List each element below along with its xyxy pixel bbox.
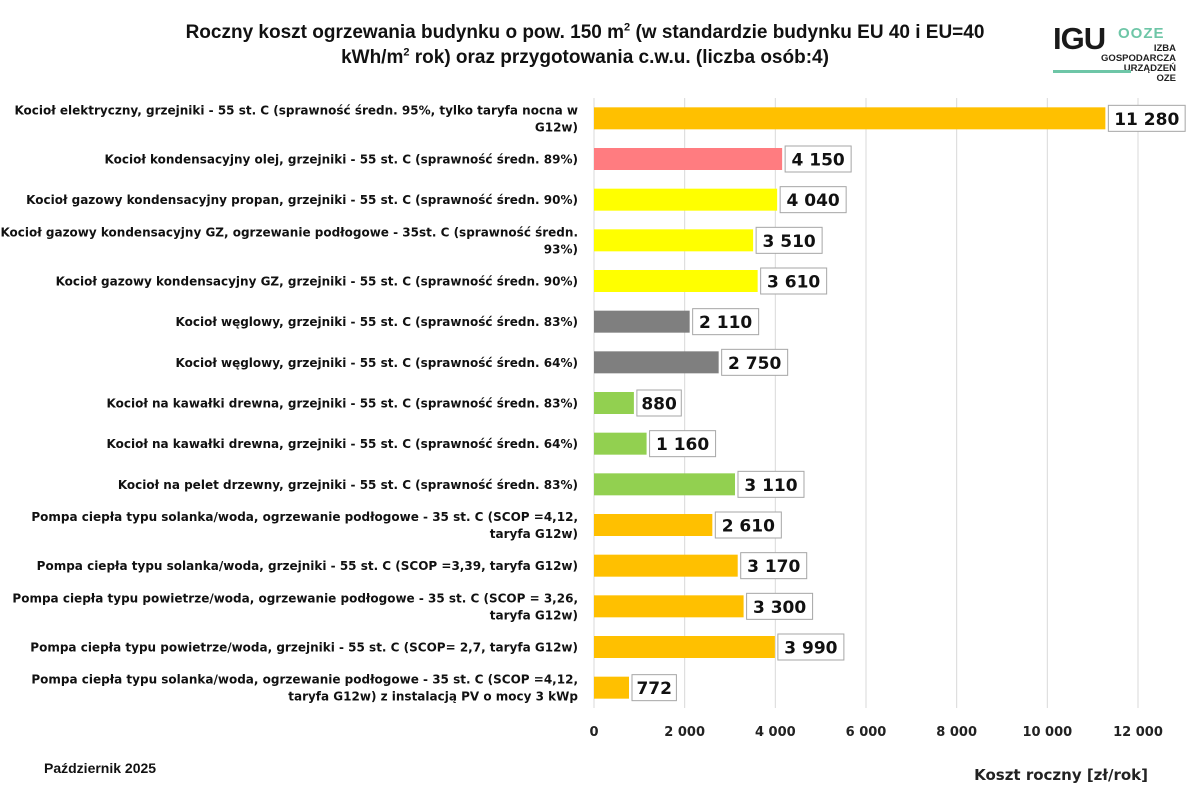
category-label: Pompa ciepła typu solanka/woda, ogrzewan…	[31, 510, 578, 524]
bar	[594, 188, 778, 211]
logo-main-text: IGU	[1053, 21, 1106, 56]
x-tick-label: 10 000	[1022, 725, 1072, 740]
logo-accent-text: OOZE	[1118, 25, 1165, 42]
category-label: Pompa ciepła typu powietrze/woda, ogrzew…	[12, 591, 578, 605]
category-label: Pompa ciepła typu solanka/woda, grzejnik…	[37, 559, 578, 573]
data-label-box	[1107, 104, 1186, 132]
logo-rule	[1053, 70, 1131, 73]
data-label: 2 750	[728, 354, 781, 374]
data-label-box	[721, 348, 789, 376]
bar	[594, 270, 758, 292]
bar	[594, 392, 634, 414]
category-label: taryfa G12w)	[490, 608, 578, 622]
data-label-box	[760, 267, 828, 295]
bar	[594, 148, 783, 170]
data-label-box	[779, 186, 847, 214]
x-tick-label: 4 000	[755, 725, 796, 740]
category-label: Pompa ciepła typu powietrze/woda, grzejn…	[30, 641, 578, 655]
bar	[594, 595, 744, 618]
data-label: 772	[636, 679, 672, 699]
data-label-box	[755, 226, 823, 254]
category-label: Kocioł na kawałki drewna, grzejniki - 55…	[107, 397, 578, 411]
data-label-box	[777, 633, 845, 661]
data-label: 2 110	[699, 313, 752, 333]
chart-title-line-2: kWh/m2 rok) oraz przygotowania c.w.u. (l…	[341, 46, 829, 68]
category-label: taryfa G12w) z instalacją PV o mocy 3 kW…	[288, 690, 578, 704]
data-label: 3 300	[753, 598, 806, 618]
data-label: 4 040	[787, 191, 840, 211]
bar	[594, 554, 738, 577]
bar	[594, 229, 754, 252]
x-tick-label: 12 000	[1113, 725, 1163, 740]
logo-subtitle: IZBA GOSPODARCZA URZĄDZEŃ OZE	[1101, 43, 1176, 84]
x-axis-title: Koszt roczny [zł/rok]	[974, 766, 1148, 784]
category-label: Kocioł węglowy, grzejniki - 55 st. C (sp…	[176, 356, 578, 370]
category-label: Kocioł na pelet drzewny, grzejniki - 55 …	[118, 478, 578, 492]
data-label-box	[649, 430, 717, 458]
data-label-box	[740, 552, 808, 580]
data-label-box	[631, 674, 677, 702]
data-label-box	[737, 470, 805, 498]
data-label: 3 110	[744, 476, 797, 496]
category-label: Kocioł gazowy kondensacyjny GZ, grzejnik…	[56, 275, 578, 289]
bar	[594, 636, 775, 658]
igu-logo: IGU OOZE IZBA GOSPODARCZA URZĄDZEŃ OZE	[1053, 22, 1178, 92]
category-label: Kocioł na kawałki drewna, grzejniki - 55…	[107, 437, 578, 451]
data-label: 1 160	[656, 435, 709, 455]
x-tick-label: 2 000	[664, 725, 705, 740]
data-label: 4 150	[792, 151, 845, 171]
data-label-box	[692, 308, 760, 336]
x-tick-label: 8 000	[936, 725, 977, 740]
data-label: 3 510	[763, 232, 816, 252]
chart-title: Roczny koszt ogrzewania budynku o pow. 1…	[120, 20, 1050, 70]
bar	[594, 473, 735, 496]
category-label: Kocioł gazowy kondensacyjny propan, grze…	[26, 193, 578, 207]
chart-title-line-1: Roczny koszt ogrzewania budynku o pow. 1…	[185, 21, 985, 43]
data-label: 2 610	[722, 517, 775, 537]
category-label: G12w)	[535, 120, 578, 134]
data-label-box	[746, 592, 814, 620]
category-label: Kocioł gazowy kondensacyjny GZ, ogrzewan…	[0, 225, 578, 239]
data-label: 3 610	[767, 273, 820, 293]
x-tick-label: 0	[589, 725, 598, 740]
data-label-box	[714, 511, 782, 539]
category-label: 93%)	[544, 242, 578, 256]
date-footer: Październik 2025	[44, 760, 157, 776]
category-label: Pompa ciepła typu solanka/woda, ogrzewan…	[31, 673, 578, 687]
category-label: taryfa G12w)	[490, 527, 578, 541]
category-label: Kocioł elektryczny, grzejniki - 55 st. C…	[14, 103, 578, 117]
data-label-box	[636, 389, 682, 417]
bar	[594, 676, 629, 699]
bar	[594, 351, 719, 374]
x-tick-label: 6 000	[846, 725, 887, 740]
bar	[594, 432, 647, 455]
data-label: 3 170	[747, 557, 800, 577]
data-label: 880	[641, 395, 677, 415]
category-label: Kocioł kondensacyjny olej, grzejniki - 5…	[105, 153, 578, 167]
bar	[594, 514, 713, 536]
data-label: 3 990	[784, 639, 837, 659]
data-label: 11 280	[1114, 110, 1179, 130]
bar	[594, 107, 1106, 130]
data-label-box	[784, 145, 852, 173]
category-label: Kocioł węglowy, grzejniki - 55 st. C (sp…	[176, 315, 578, 329]
bar	[594, 310, 690, 333]
